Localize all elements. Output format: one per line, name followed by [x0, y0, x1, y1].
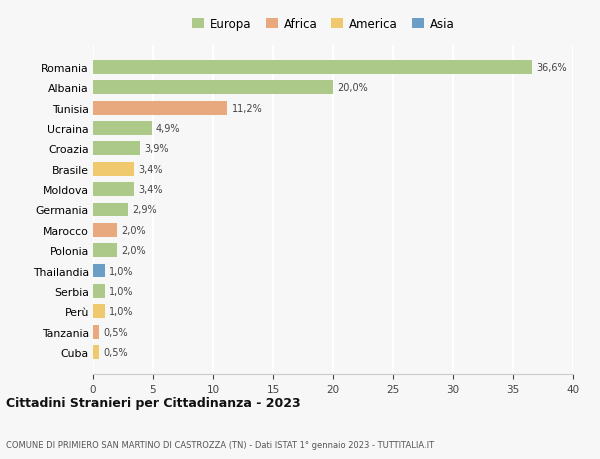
Bar: [93, 183, 134, 196]
Bar: [93, 122, 152, 135]
Bar: [93, 101, 227, 115]
Text: 36,6%: 36,6%: [536, 63, 567, 73]
Bar: [93, 61, 532, 75]
Text: 11,2%: 11,2%: [232, 103, 262, 113]
Bar: [93, 325, 99, 339]
Bar: [93, 81, 333, 95]
Bar: [93, 162, 134, 176]
Text: 3,4%: 3,4%: [138, 185, 163, 195]
Bar: [93, 345, 99, 359]
Text: 20,0%: 20,0%: [337, 83, 368, 93]
Bar: [93, 244, 117, 257]
Text: 0,5%: 0,5%: [103, 327, 128, 337]
Text: 3,4%: 3,4%: [138, 164, 163, 174]
Text: 2,9%: 2,9%: [132, 205, 157, 215]
Text: Cittadini Stranieri per Cittadinanza - 2023: Cittadini Stranieri per Cittadinanza - 2…: [6, 396, 301, 409]
Bar: [93, 285, 105, 298]
Bar: [93, 203, 128, 217]
Text: 3,9%: 3,9%: [144, 144, 169, 154]
Legend: Europa, Africa, America, Asia: Europa, Africa, America, Asia: [190, 16, 457, 34]
Text: 1,0%: 1,0%: [109, 307, 134, 317]
Bar: [93, 142, 140, 156]
Text: 0,5%: 0,5%: [103, 347, 128, 357]
Text: 2,0%: 2,0%: [121, 246, 146, 256]
Text: 1,0%: 1,0%: [109, 266, 134, 276]
Text: 4,9%: 4,9%: [156, 124, 181, 134]
Bar: [93, 224, 117, 237]
Text: 1,0%: 1,0%: [109, 286, 134, 296]
Bar: [93, 264, 105, 278]
Text: COMUNE DI PRIMIERO SAN MARTINO DI CASTROZZA (TN) - Dati ISTAT 1° gennaio 2023 - : COMUNE DI PRIMIERO SAN MARTINO DI CASTRO…: [6, 441, 434, 449]
Text: 2,0%: 2,0%: [121, 225, 146, 235]
Bar: [93, 305, 105, 319]
